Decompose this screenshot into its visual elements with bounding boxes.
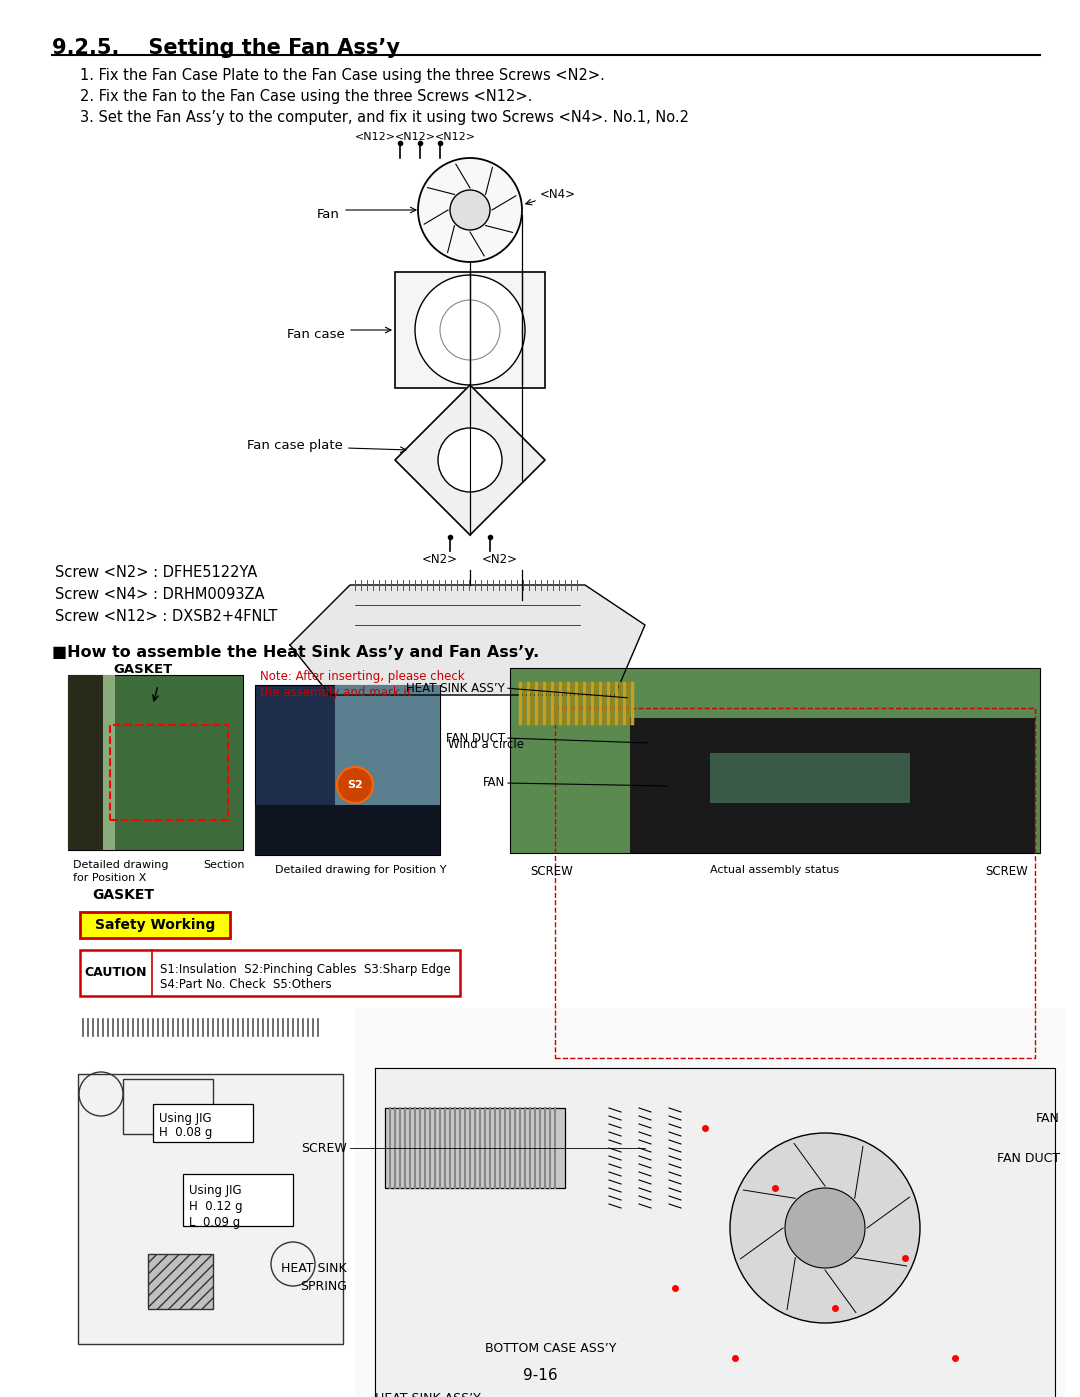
Text: S1:Insulation  S2:Pinching Cables  S3:Sharp Edge: S1:Insulation S2:Pinching Cables S3:Shar… (160, 963, 450, 977)
Text: <N2>: <N2> (422, 553, 458, 566)
Text: 2. Fix the Fan to the Fan Case using the three Screws <N12>.: 2. Fix the Fan to the Fan Case using the… (80, 89, 532, 103)
Bar (384, 1108, 565, 1187)
Text: 9.2.5.    Setting the Fan Ass’y: 9.2.5. Setting the Fan Ass’y (52, 38, 400, 59)
Circle shape (450, 190, 490, 231)
Polygon shape (395, 386, 545, 535)
Bar (68, 675, 243, 849)
Bar (335, 685, 440, 855)
Text: <N12>: <N12> (394, 131, 435, 142)
Circle shape (438, 427, 502, 492)
Text: SCREW: SCREW (985, 865, 1028, 877)
Text: Detailed drawing: Detailed drawing (73, 861, 168, 870)
Text: BOTTOM CASE ASS’Y: BOTTOM CASE ASS’Y (485, 1341, 617, 1355)
Circle shape (337, 767, 373, 803)
Bar (630, 718, 1035, 854)
Bar (110, 725, 228, 820)
Polygon shape (375, 1067, 1055, 1397)
Text: Screw <N2> : DFHE5122YA: Screw <N2> : DFHE5122YA (55, 564, 257, 580)
Text: 9-16: 9-16 (523, 1368, 557, 1383)
Text: 3. Set the Fan Ass’y to the computer, and fix it using two Screws <N4>. No.1, No: 3. Set the Fan Ass’y to the computer, an… (80, 110, 689, 124)
Text: CAUTION: CAUTION (84, 967, 147, 979)
Text: Using JIG: Using JIG (189, 1185, 242, 1197)
Bar (123, 1078, 213, 1134)
Text: Wind a circle: Wind a circle (448, 739, 524, 752)
Bar (555, 708, 1035, 1058)
Text: Using JIG: Using JIG (159, 1112, 212, 1125)
Bar (355, 1009, 1065, 1397)
Text: 1. Fix the Fan Case Plate to the Fan Case using the three Screws <N2>.: 1. Fix the Fan Case Plate to the Fan Cas… (80, 68, 605, 82)
Text: ■How to assemble the Heat Sink Ass’y and Fan Ass’y.: ■How to assemble the Heat Sink Ass’y and… (52, 645, 539, 659)
Text: <N2>: <N2> (482, 553, 518, 566)
Text: <N12>: <N12> (434, 131, 475, 142)
Bar (255, 685, 440, 855)
Text: Screw <N4> : DRHM0093ZA: Screw <N4> : DRHM0093ZA (55, 587, 265, 602)
Bar (395, 272, 545, 388)
Text: S4:Part No. Check  S5:Others: S4:Part No. Check S5:Others (160, 978, 332, 990)
Text: HEAT SINK ASS’Y: HEAT SINK ASS’Y (375, 1391, 481, 1397)
Bar (80, 950, 460, 996)
Text: Fan: Fan (318, 208, 340, 222)
Text: SCREW: SCREW (301, 1141, 347, 1154)
Text: S2: S2 (347, 780, 363, 789)
Text: GASKET: GASKET (92, 888, 154, 902)
Text: Actual assembly status: Actual assembly status (710, 865, 839, 875)
Circle shape (418, 158, 522, 263)
Bar (710, 753, 910, 803)
Bar (80, 912, 230, 937)
Circle shape (415, 275, 525, 386)
Bar (255, 805, 440, 855)
Text: Note: After inserting, please check: Note: After inserting, please check (260, 671, 464, 683)
Bar (68, 675, 103, 849)
Text: GASKET: GASKET (113, 664, 173, 676)
Text: <N4>: <N4> (540, 189, 576, 201)
Text: H  0.12 g: H 0.12 g (189, 1200, 243, 1213)
Text: <N12>: <N12> (354, 131, 395, 142)
Polygon shape (291, 585, 645, 694)
Text: Fan case: Fan case (287, 328, 345, 341)
Text: the assembly and mark it: the assembly and mark it (260, 686, 411, 698)
Text: L  0.09 g: L 0.09 g (189, 1215, 240, 1229)
Text: SPRING: SPRING (300, 1280, 347, 1292)
Text: HEAT SINK: HEAT SINK (282, 1261, 347, 1274)
Text: Safety Working: Safety Working (95, 918, 215, 932)
Text: Fan case plate: Fan case plate (247, 439, 343, 451)
Bar (183, 1173, 293, 1227)
Circle shape (785, 1187, 865, 1268)
Text: Detailed drawing for Position Y: Detailed drawing for Position Y (275, 865, 446, 875)
Circle shape (730, 1133, 920, 1323)
Bar (153, 1104, 253, 1141)
Text: Section: Section (203, 861, 244, 870)
Text: FAN: FAN (483, 777, 505, 789)
Text: for Position X: for Position X (73, 873, 147, 883)
Text: FAN DUCT: FAN DUCT (997, 1151, 1059, 1165)
Text: Screw <N12> : DXSB2+4FNLT: Screw <N12> : DXSB2+4FNLT (55, 609, 278, 624)
Bar (510, 668, 1040, 854)
Bar (78, 1074, 343, 1344)
Bar (148, 1255, 213, 1309)
Text: FAN DUCT: FAN DUCT (446, 732, 505, 745)
Text: FAN: FAN (1036, 1112, 1059, 1125)
Text: SCREW: SCREW (530, 865, 572, 877)
Bar (103, 675, 114, 849)
Text: HEAT SINK ASS’Y: HEAT SINK ASS’Y (406, 682, 505, 694)
Text: H  0.08 g: H 0.08 g (159, 1126, 213, 1139)
